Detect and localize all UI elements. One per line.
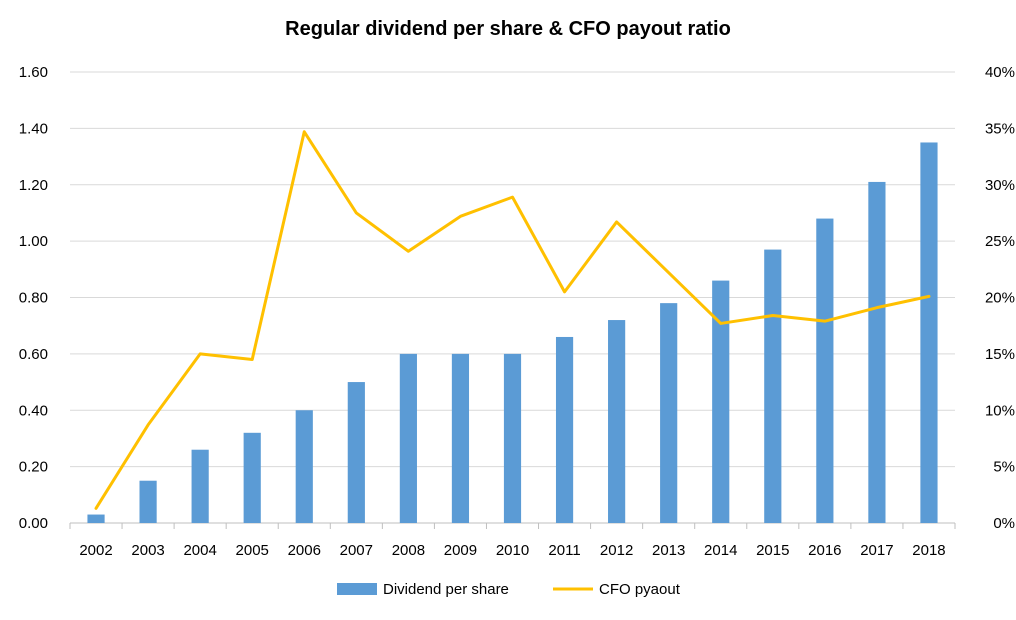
bar: [139, 480, 157, 523]
line-point: [199, 353, 201, 355]
x-tick-label: 2010: [496, 542, 529, 559]
bar: [295, 410, 313, 523]
bar: [868, 181, 886, 523]
bar: [503, 353, 522, 523]
bar: [243, 432, 261, 523]
bar: [399, 353, 417, 523]
y-left-tick-label: 0.60: [19, 346, 48, 363]
x-tick-label: 2002: [79, 542, 112, 559]
x-tick-label: 2005: [236, 542, 269, 559]
bar: [660, 303, 678, 523]
y-right-tick-label: 10%: [985, 402, 1015, 419]
x-tick-label: 2006: [288, 542, 321, 559]
y-left-tick-label: 1.60: [19, 64, 48, 81]
y-right-tick-label: 35%: [985, 120, 1015, 137]
x-tick-label: 2003: [131, 542, 164, 559]
line-point: [824, 320, 826, 322]
y-right-tick-label: 15%: [985, 346, 1015, 363]
line-series: [94, 130, 931, 510]
x-axis: 2002 2003 2004 2005 2006 2007 2008 2009 2010 2011…: [69, 523, 956, 559]
line-point: [303, 131, 305, 133]
chart-title: Regular dividend per share & CFO payout …: [285, 18, 731, 40]
line-point: [95, 507, 97, 509]
line-point: [772, 315, 774, 317]
x-tick-label: 2014: [704, 542, 737, 559]
x-tick-label: 2016: [808, 542, 841, 559]
right-axis: 0% 5% 10% 15% 20% 25% 30% 35% 40%: [985, 64, 1015, 532]
bar: [347, 382, 365, 523]
line-point: [355, 212, 357, 214]
bar: [764, 249, 782, 524]
line-point: [928, 295, 930, 297]
bar: [555, 336, 574, 523]
legend-swatch-bar: [337, 583, 377, 595]
y-right-tick-label: 5%: [993, 459, 1015, 476]
legend: Dividend per share CFO pyaout: [337, 581, 681, 598]
line-point: [668, 272, 670, 274]
y-left-tick-label: 0.40: [19, 402, 48, 419]
x-tick-label: 2007: [340, 542, 373, 559]
line-point: [876, 307, 878, 309]
bar: [920, 142, 938, 523]
y-left-tick-label: 0.80: [19, 290, 48, 307]
x-tick-label: 2004: [183, 542, 216, 559]
y-right-tick-label: 25%: [985, 233, 1015, 250]
left-axis: 0.00 0.20 0.40 0.60 0.80 1.00 1.20 1.40 1.60: [19, 64, 48, 532]
line-point: [616, 221, 618, 223]
bar: [87, 514, 105, 523]
line-point: [147, 424, 149, 426]
x-tick-label: 2012: [600, 542, 633, 559]
x-tick-label: 2017: [860, 542, 893, 559]
x-tick-label: 2013: [652, 542, 685, 559]
line-point: [720, 322, 722, 324]
y-right-tick-label: 40%: [985, 64, 1015, 81]
bar: [608, 320, 626, 523]
line-point: [512, 196, 513, 198]
y-left-tick-label: 0.00: [19, 515, 48, 532]
x-tick-label: 2018: [912, 542, 945, 559]
line-point: [251, 359, 253, 361]
bar: [191, 449, 209, 523]
bar-series: [87, 142, 938, 524]
y-right-tick-label: 30%: [985, 177, 1015, 194]
line-point: [407, 250, 409, 252]
line-point: [459, 215, 461, 217]
x-tick-label: 2015: [756, 542, 789, 559]
y-left-tick-label: 1.40: [19, 120, 48, 137]
legend-label: CFO pyaout: [599, 581, 681, 598]
bar: [451, 353, 470, 523]
bar: [816, 218, 834, 523]
y-left-tick-label: 0.20: [19, 459, 48, 476]
x-tick-label: 2009: [444, 542, 477, 559]
y-right-tick-label: 0%: [993, 515, 1015, 532]
line-point: [564, 291, 566, 293]
y-left-tick-label: 1.20: [19, 177, 48, 194]
x-tick-label: 2011: [548, 542, 580, 559]
y-right-tick-label: 20%: [985, 290, 1015, 307]
bar: [712, 280, 730, 523]
y-left-tick-label: 1.00: [19, 233, 48, 250]
legend-label: Dividend per share: [383, 581, 509, 598]
x-tick-label: 2008: [392, 542, 425, 559]
